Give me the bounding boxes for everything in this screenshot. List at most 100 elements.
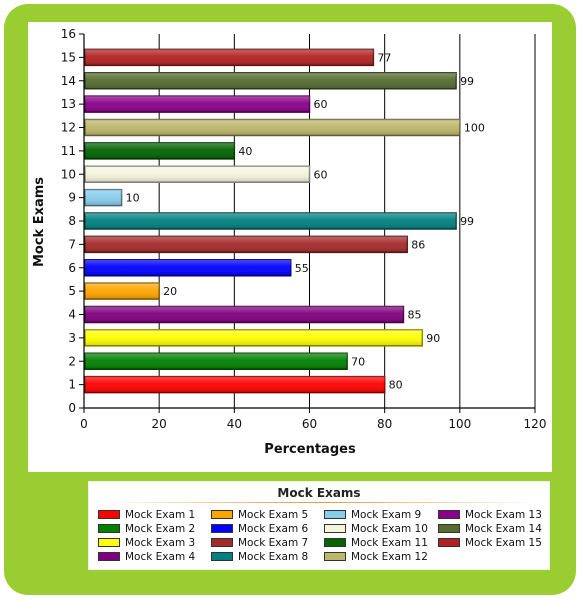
legend-label: Mock Exam 4	[125, 551, 196, 563]
bar-1: 80	[84, 375, 403, 394]
bar-highlight-7	[85, 236, 408, 253]
legend-item-mock-exam-14: Mock Exam 14	[438, 523, 542, 536]
data-label-5: 20	[163, 285, 177, 298]
legend-label: Mock Exam 7	[238, 537, 309, 549]
y-axis-title: Mock Exams	[32, 177, 47, 267]
bar-9: 10	[84, 188, 140, 207]
data-label-6: 55	[295, 262, 309, 275]
legend-label: Mock Exam 5	[238, 509, 309, 521]
bar-6: 55	[84, 259, 309, 277]
legend-item-mock-exam-1: Mock Exam 1	[98, 509, 195, 522]
y-tick-label-8: 8	[68, 214, 76, 228]
legend-swatch	[211, 509, 233, 519]
x-tick-label-120: 120	[524, 417, 547, 431]
bar-14: 99	[84, 72, 474, 90]
bar-3: 90	[84, 329, 440, 347]
y-tick-label-11: 11	[61, 144, 76, 158]
bar-highlight-10	[85, 166, 310, 183]
y-tick-label-6: 6	[68, 261, 76, 275]
legend: Mock Exams Mock Exam 1 Mock Exam 2 Mock Ex…	[88, 481, 550, 570]
legend-item-mock-exam-2: Mock Exam 2	[98, 523, 195, 536]
x-tick-label-100: 100	[448, 417, 471, 431]
bar-highlight-1	[85, 376, 385, 393]
data-label-9: 10	[126, 192, 140, 205]
legend-label: Mock Exam 2	[125, 523, 196, 535]
legend-item-mock-exam-15: Mock Exam 15	[438, 537, 542, 550]
y-tick-label-3: 3	[68, 331, 76, 345]
legend-item-mock-exam-9: Mock Exam 9	[324, 509, 421, 522]
data-label-12: 100	[464, 122, 485, 135]
bar-15: 77	[84, 48, 391, 67]
legend-item-mock-exam-7: Mock Exam 7	[211, 537, 308, 550]
legend-label: Mock Exam 14	[465, 523, 542, 535]
y-tick-label-5: 5	[68, 284, 76, 298]
data-label-14: 99	[460, 75, 474, 88]
bar-highlight-12	[85, 119, 460, 136]
bar-highlight-5	[85, 283, 160, 300]
y-tick-label-13: 13	[61, 97, 76, 111]
bar-highlight-2	[85, 353, 348, 370]
legend-swatch	[324, 523, 346, 533]
data-label-10: 60	[314, 168, 328, 181]
bar-8: 99	[84, 212, 474, 230]
legend-swatch	[438, 537, 460, 547]
bar-11: 40	[84, 142, 252, 160]
legend-item-mock-exam-5: Mock Exam 5	[211, 509, 308, 522]
bar-highlight-11	[85, 142, 235, 159]
x-tick-label-40: 40	[227, 417, 242, 431]
y-tick-label-1: 1	[68, 378, 76, 392]
y-tick-label-12: 12	[61, 121, 76, 135]
bar-highlight-6	[85, 259, 291, 276]
legend-swatch	[438, 509, 460, 519]
data-label-8: 99	[460, 215, 474, 228]
y-tick-label-4: 4	[68, 308, 76, 322]
y-tick-label-14: 14	[61, 74, 76, 88]
legend-swatch	[98, 523, 120, 533]
legend-label: Mock Exam 9	[351, 509, 422, 521]
legend-label: Mock Exam 6	[238, 523, 309, 535]
bar-10: 60	[84, 165, 328, 183]
legend-item-mock-exam-10: Mock Exam 10	[324, 523, 428, 536]
bars: 80 70 90 85 20 55 86 99 10 60 40 100 60 99 77	[84, 48, 485, 394]
x-tick-label-0: 0	[80, 417, 88, 431]
x-tick-label-20: 20	[152, 417, 167, 431]
data-label-2: 70	[351, 355, 365, 368]
data-label-13: 60	[314, 98, 328, 111]
y-tick-label-9: 9	[68, 191, 76, 205]
legend-label: Mock Exam 3	[125, 537, 196, 549]
bar-highlight-8	[85, 213, 457, 229]
x-axis-title: Percentages	[264, 442, 356, 457]
x-tick-label-60: 60	[302, 417, 317, 431]
legend-item-mock-exam-4: Mock Exam 4	[98, 551, 195, 564]
bar-highlight-15	[85, 49, 374, 66]
y-tick-label-10: 10	[61, 167, 76, 181]
legend-swatch	[211, 537, 233, 547]
bar-2: 70	[84, 352, 365, 370]
y-tick-label-2: 2	[68, 354, 76, 368]
legend-label: Mock Exam 11	[351, 537, 428, 549]
legend-swatch	[438, 523, 460, 533]
legend-swatch	[324, 551, 346, 561]
legend-divider	[103, 502, 535, 503]
bar-highlight-9	[85, 189, 122, 206]
y-tick-label-7: 7	[68, 237, 76, 251]
bar-13: 60	[84, 95, 328, 113]
y-tick-label-16: 16	[61, 27, 76, 41]
y-tick-label-15: 15	[61, 50, 76, 64]
legend-swatch	[98, 509, 120, 519]
bar-highlight-14	[85, 72, 457, 89]
y-tick-label-0: 0	[68, 401, 76, 415]
bar-4: 85	[84, 305, 421, 324]
legend-label: Mock Exam 1	[125, 509, 196, 521]
bar-highlight-13	[85, 96, 310, 113]
legend-title: Mock Exams	[277, 486, 361, 500]
legend-swatch	[324, 537, 346, 547]
legend-item-mock-exam-12: Mock Exam 12	[324, 551, 428, 564]
x-tick-label-80: 80	[377, 417, 392, 431]
legend-swatch	[98, 551, 120, 561]
data-label-15: 77	[377, 51, 391, 64]
legend-item-mock-exam-6: Mock Exam 6	[211, 523, 308, 536]
legend-label: Mock Exam 13	[465, 509, 542, 521]
